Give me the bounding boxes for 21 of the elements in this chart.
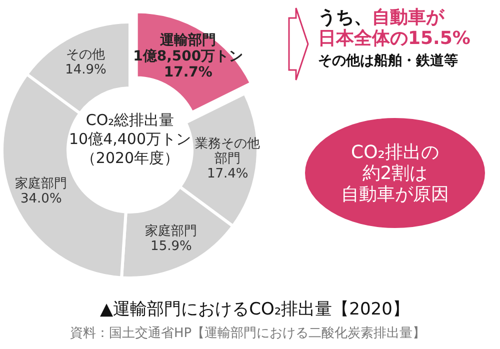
slice-label: 家庭部門 bbox=[15, 175, 68, 192]
text: 約2割は bbox=[361, 163, 429, 185]
text: （2020年度） bbox=[80, 149, 180, 168]
slice-label: 運輸部門 bbox=[159, 32, 216, 49]
data-label: 14.9% bbox=[65, 62, 106, 78]
text: その他は船舶・鉄道等 bbox=[318, 53, 458, 70]
slice-label: 業務その他部門 bbox=[195, 136, 260, 166]
text: 日本全体の15.5% bbox=[318, 28, 470, 50]
text: うち、 bbox=[318, 7, 372, 28]
data-label: 17.4% bbox=[206, 166, 248, 182]
slice-label: 家庭部門 bbox=[145, 222, 198, 239]
text: CO₂総排出量 bbox=[84, 111, 176, 130]
text: 資料：国土交通省HP【運輸部門における二酸化炭素排出量】 bbox=[70, 326, 426, 342]
text: ▲運輸部門におけるCO₂排出量【2020】 bbox=[100, 300, 410, 320]
text: 10億4,400万トン bbox=[68, 130, 192, 148]
slice-label: その他 bbox=[66, 48, 106, 63]
data-label: 15.9% bbox=[150, 238, 192, 254]
text: 自動車が bbox=[372, 7, 444, 29]
data-label: 34.0% bbox=[20, 191, 62, 206]
text: CO₂排出の bbox=[350, 142, 440, 164]
text: 自動車が原因 bbox=[340, 184, 450, 206]
